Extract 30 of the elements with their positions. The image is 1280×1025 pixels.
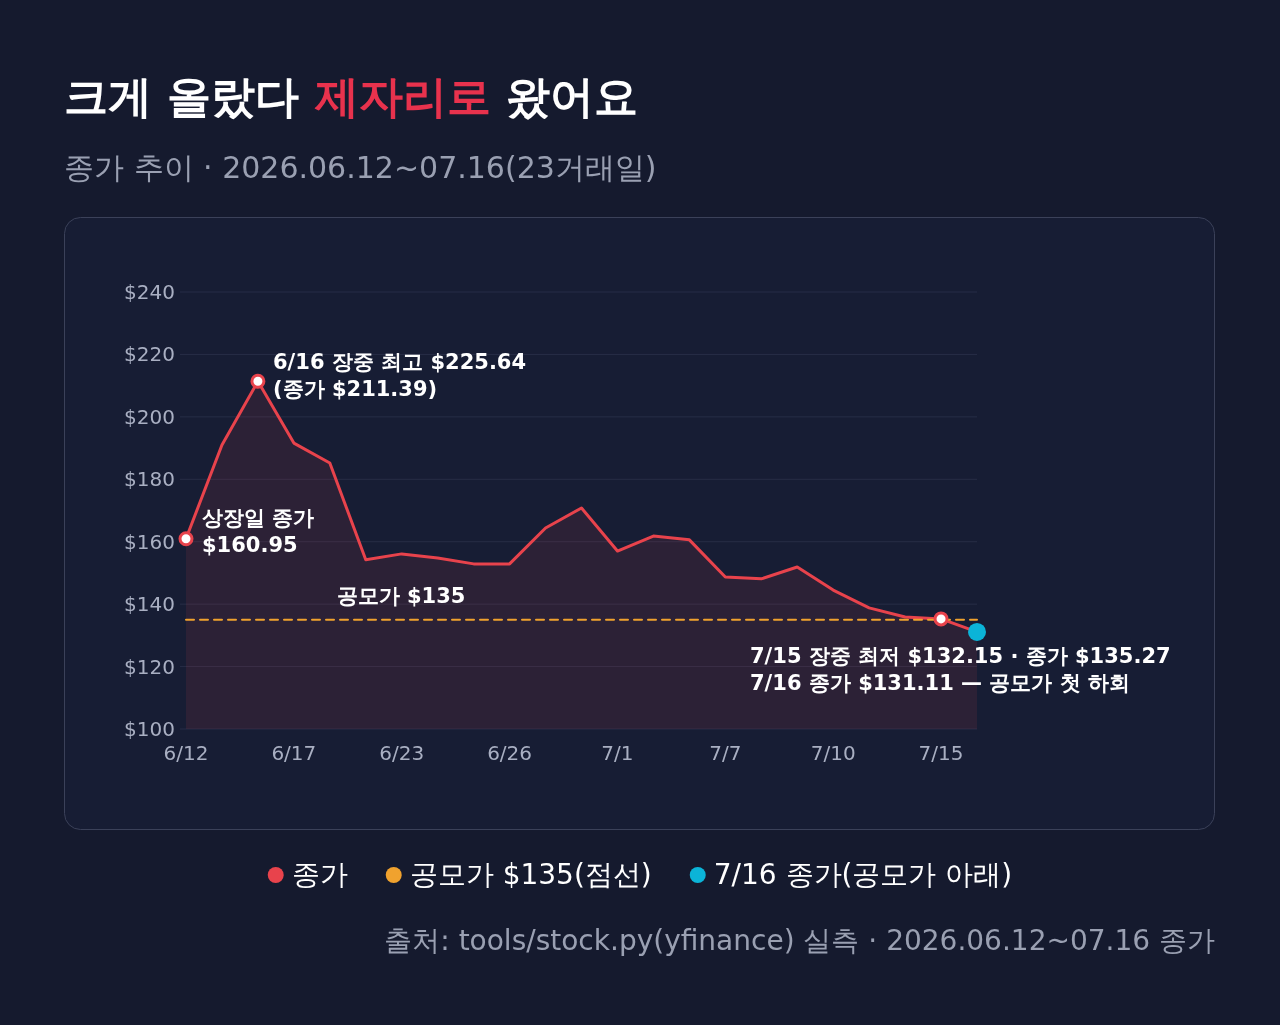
- point: [250, 373, 266, 389]
- point: [178, 531, 194, 547]
- annotation: 7/15 장중 최저 $132.15 · 종가 $135.27 7/16 종가 $131.11 — 공모가 첫 하회: [750, 644, 1171, 695]
- annotation: 6/16 장중 최고 $225.64 (종가 $211.39): [273, 350, 527, 401]
- x-tick-label: 6/26: [487, 741, 533, 765]
- annotation: 공모가 $135: [336, 583, 466, 608]
- annotation: 상장일 종가 $160.95: [202, 506, 315, 557]
- y-tick-label: $140: [124, 592, 175, 617]
- chart-title: 크게 올랐다 제자리로 왔어요: [64, 71, 638, 122]
- y-tick-label: $160: [124, 529, 175, 554]
- y-tick-label: $240: [124, 280, 175, 304]
- y-tick-label: $220: [124, 342, 175, 367]
- y-tick-label: $100: [124, 717, 175, 741]
- y-tick-label: $200: [124, 404, 175, 429]
- x-tick-label: 7/7: [709, 741, 742, 765]
- legend-label: 7/16 종가(공모가 아래): [713, 858, 1013, 891]
- chart-subtitle: 종가 추이 · 2026.06.12~07.16(23거래일): [64, 150, 657, 185]
- x-tick-label: 6/12: [163, 741, 209, 765]
- x-tick-label: 7/10: [810, 741, 856, 765]
- point: [968, 622, 986, 641]
- y-tick-label: $120: [124, 654, 175, 679]
- x-tick-label: 6/23: [379, 741, 425, 765]
- legend-label: 종가: [291, 858, 348, 891]
- y-tick-label: $180: [124, 467, 175, 492]
- point: [933, 611, 949, 627]
- x-tick-label: 7/1: [601, 741, 634, 765]
- legend-label: 공모가 $135(점선): [409, 858, 652, 891]
- source-note: 출처: tools/stock.py(yfinance) 실측 · 2026.06.12~07.16 종가: [384, 924, 1215, 957]
- x-tick-label: 7/15: [918, 741, 964, 765]
- x-tick-label: 6/17: [271, 741, 317, 765]
